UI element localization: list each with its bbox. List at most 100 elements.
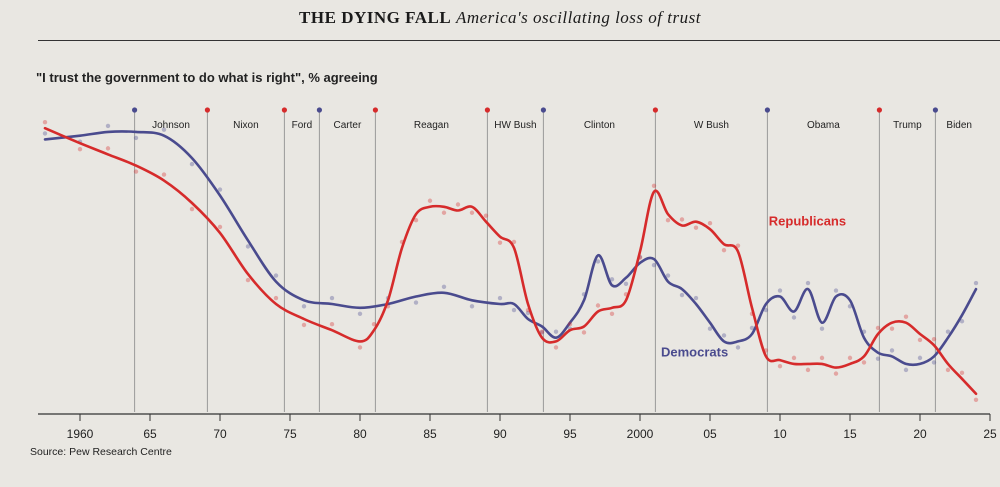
democrats-data-point (553, 329, 559, 334)
republicans-data-point (301, 322, 307, 328)
president-label: Biden (946, 120, 972, 131)
republicans-data-point (973, 397, 979, 403)
democrats-data-point (329, 295, 335, 301)
republicans-data-point (357, 345, 363, 350)
republicans-data-point (441, 210, 447, 215)
republicans-data-point (735, 243, 741, 248)
president-party-dot (204, 107, 210, 113)
x-tick-label: 65 (143, 427, 157, 441)
democrats-series-line (43, 130, 978, 367)
democrats-data-point (441, 284, 447, 289)
republicans-data-point (945, 367, 951, 373)
x-tick-label: 15 (843, 427, 857, 441)
republicans-data-point (427, 198, 433, 203)
democrats-data-point (245, 244, 251, 249)
democrats-data-point (273, 273, 279, 278)
president-label: Trump (893, 120, 922, 131)
democrats-data-point (903, 367, 909, 373)
democrats-data-point (413, 300, 419, 305)
democrats-data-point (469, 304, 475, 309)
republicans-data-point (511, 239, 517, 245)
president-label: HW Bush (494, 120, 536, 131)
republicans-label: Republicans (769, 213, 846, 228)
president-party-dot (316, 107, 322, 113)
president-party-dot (281, 107, 287, 113)
x-tick-label: 95 (563, 427, 577, 441)
democrats-data-point (749, 325, 755, 331)
x-tick-label: 90 (493, 427, 507, 441)
republicans-data-point (483, 213, 489, 218)
democrats-data-point (931, 360, 937, 365)
democrats-data-point (875, 356, 881, 361)
democrats-data-point (651, 262, 657, 268)
source-note: Source: Pew Research Centre (30, 446, 172, 458)
democrats-data-point (819, 326, 825, 331)
president-label: Obama (807, 120, 840, 131)
president-label: Ford (292, 120, 313, 131)
democrats-data-point (917, 355, 923, 361)
democrats-data-point (42, 131, 48, 136)
republicans-data-point (693, 225, 699, 230)
x-tick-label: 80 (353, 427, 367, 441)
republicans-data-point (581, 330, 587, 335)
democrats-data-point (511, 307, 517, 313)
republicans-data-point (861, 360, 867, 365)
title-bold: The dying fall (299, 8, 452, 27)
democrats-data-point (679, 292, 685, 298)
republicans-data-point (721, 247, 727, 253)
democrats-data-point (805, 280, 811, 286)
x-tick-label: 1960 (67, 427, 94, 441)
republicans-data-point (329, 322, 335, 327)
democrats-data-point (189, 161, 195, 167)
republicans-data-point (847, 355, 853, 361)
democrats-label: Democrats (661, 344, 728, 359)
president-party-dot (764, 107, 771, 113)
democrats-data-point (973, 280, 979, 286)
chart-subtitle: "I trust the government to do what is ri… (36, 70, 378, 85)
republicans-data-point (805, 367, 811, 373)
x-tick-label: 75 (283, 427, 297, 441)
republicans-data-point (371, 322, 377, 327)
x-tick-label: 10 (773, 427, 787, 441)
president-party-dot (372, 107, 378, 113)
president-party-dot (876, 107, 883, 113)
democrats-data-point (721, 333, 727, 338)
democrats-data-point (833, 288, 839, 293)
republicans-data-point (133, 169, 139, 174)
democrats-data-point (609, 277, 615, 282)
president-label: Carter (334, 120, 362, 131)
democrats-data-point (525, 310, 531, 316)
president-label: Nixon (233, 120, 259, 131)
democrats-data-point (161, 127, 167, 132)
president-party-dot (932, 107, 939, 113)
republicans-data-point (833, 371, 839, 376)
democrats-data-point (623, 281, 629, 287)
democrats-data-point (133, 135, 139, 141)
republicans-data-point (651, 183, 657, 188)
democrats-data-point (791, 315, 797, 320)
republicans-data-point (959, 370, 965, 376)
republicans-data-point (273, 295, 279, 301)
republicans-data-point (875, 325, 881, 331)
x-tick-label: 05 (703, 427, 717, 441)
x-tick-label: 70 (213, 427, 227, 441)
democrats-data-point (217, 187, 223, 192)
republicans-data-point (539, 329, 545, 334)
democrats-data-point (595, 259, 601, 264)
democrats-data-point (301, 304, 307, 309)
president-party-dot (540, 107, 547, 113)
republicans-data-point (609, 311, 615, 316)
republicans-data-point (77, 146, 83, 152)
republicans-data-point (553, 345, 559, 350)
title-rule (38, 40, 1000, 41)
republicans-data-point (469, 210, 475, 215)
republicans-data-point (777, 363, 783, 369)
x-tick-label: 20 (913, 427, 927, 441)
democrats-data-point (497, 295, 503, 301)
republicans-data-point (665, 218, 671, 223)
democrats-data-point (693, 295, 699, 301)
president-label: Clinton (584, 120, 615, 131)
democrats-data-point (763, 307, 769, 313)
x-tick-label: 85 (423, 427, 437, 441)
republicans-data-point (595, 303, 601, 308)
